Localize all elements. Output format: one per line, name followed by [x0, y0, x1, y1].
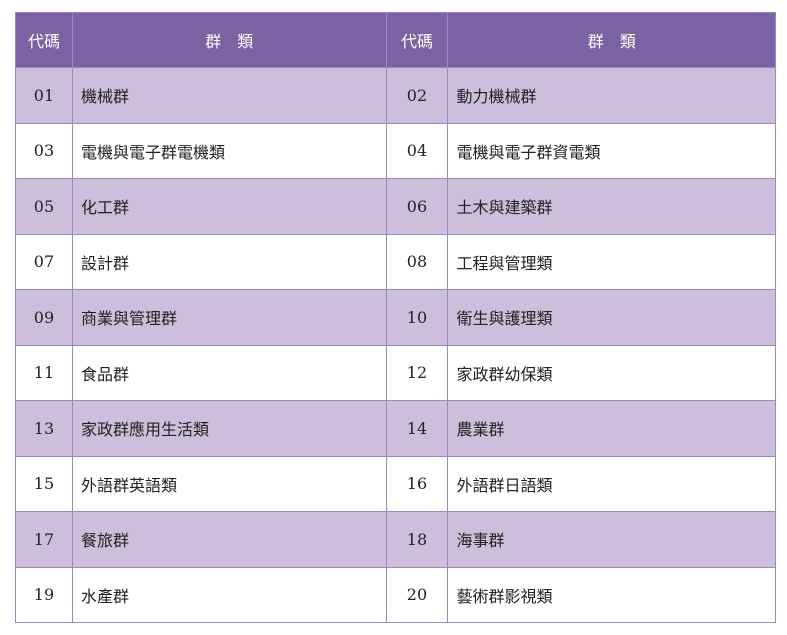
- table-row: 01 機械群 02 動力機械群: [15, 67, 776, 124]
- group-name: 土木與建築群: [447, 178, 776, 235]
- group-name: 設計群: [71, 233, 387, 290]
- group-code: 06: [385, 178, 449, 235]
- group-name: 藝術群影視類: [447, 566, 776, 623]
- header-group: 群 類: [447, 12, 776, 68]
- group-code: 08: [385, 233, 449, 290]
- group-name: 水產群: [71, 566, 387, 623]
- group-name: 農業群: [447, 400, 776, 457]
- table-row: 19 水產群 20 藝術群影視類: [15, 566, 776, 623]
- group-name: 化工群: [71, 178, 387, 235]
- table-row: 17 餐旅群 18 海事群: [15, 511, 776, 568]
- group-code: 16: [385, 455, 449, 512]
- table-row: 11 食品群 12 家政群幼保類: [15, 344, 776, 401]
- group-name: 衛生與護理類: [447, 289, 776, 346]
- group-code: 20: [385, 566, 449, 623]
- group-name: 外語群日語類: [447, 455, 776, 512]
- table-row: 15 外語群英語類 16 外語群日語類: [15, 455, 776, 512]
- group-name: 機械群: [71, 67, 387, 124]
- group-code: 14: [385, 400, 449, 457]
- header-code: 代碼: [385, 12, 449, 68]
- table-header: 代碼 群 類 代碼 群 類: [15, 12, 776, 68]
- group-code: 12: [385, 344, 449, 401]
- group-name: 工程與管理類: [447, 233, 776, 290]
- table-row: 13 家政群應用生活類 14 農業群: [15, 400, 776, 457]
- group-name: 電機與電子群電機類: [71, 122, 387, 179]
- group-code: 04: [385, 122, 449, 179]
- group-code: 09: [15, 289, 73, 346]
- group-code: 18: [385, 511, 449, 568]
- group-name: 商業與管理群: [71, 289, 387, 346]
- group-code: 13: [15, 400, 73, 457]
- group-code: 17: [15, 511, 73, 568]
- group-name: 動力機械群: [447, 67, 776, 124]
- group-name: 家政群應用生活類: [71, 400, 387, 457]
- table-row: 03 電機與電子群電機類 04 電機與電子群資電類: [15, 122, 776, 179]
- group-name: 海事群: [447, 511, 776, 568]
- table-row: 05 化工群 06 土木與建築群: [15, 178, 776, 235]
- group-code: 15: [15, 455, 73, 512]
- group-name: 家政群幼保類: [447, 344, 776, 401]
- group-code: 05: [15, 178, 73, 235]
- group-code: 07: [15, 233, 73, 290]
- header-code: 代碼: [15, 12, 73, 68]
- group-code: 01: [15, 67, 73, 124]
- group-code: 03: [15, 122, 73, 179]
- group-name: 餐旅群: [71, 511, 387, 568]
- group-code: 19: [15, 566, 73, 623]
- group-name: 外語群英語類: [71, 455, 387, 512]
- group-name: 食品群: [71, 344, 387, 401]
- group-code: 02: [385, 67, 449, 124]
- group-code: 11: [15, 344, 73, 401]
- table-row: 07 設計群 08 工程與管理類: [15, 233, 776, 290]
- group-name: 電機與電子群資電類: [447, 122, 776, 179]
- table-row: 09 商業與管理群 10 衛生與護理類: [15, 289, 776, 346]
- group-code-table: 代碼 群 類 代碼 群 類 01 機械群 02 動力機械群 03 電機與電子群電機類 04 電…: [15, 12, 776, 623]
- group-code: 10: [385, 289, 449, 346]
- header-group: 群 類: [71, 12, 387, 68]
